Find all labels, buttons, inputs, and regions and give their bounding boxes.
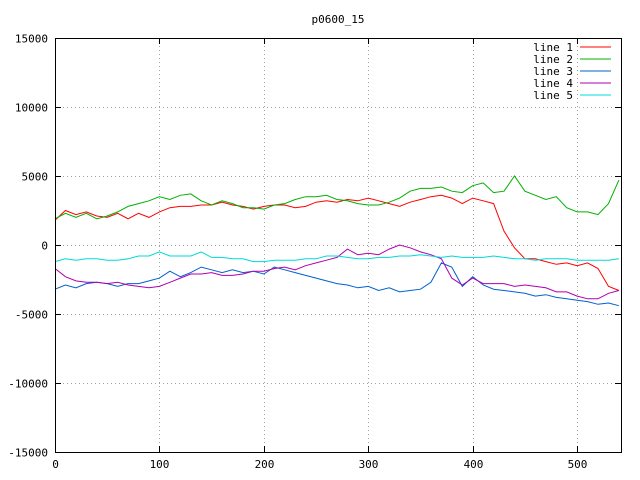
y-tick-label-5: 10000 xyxy=(15,102,48,115)
legend-label-5: line 5 xyxy=(533,89,573,102)
plot-series xyxy=(54,175,620,307)
x-tick-label-2: 200 xyxy=(255,458,275,471)
x-tick-label-4: 400 xyxy=(464,458,484,471)
grid xyxy=(55,38,621,452)
series-line-4 xyxy=(54,244,620,300)
axis-ticks: -15000 -10000 -5000 0 5000 10000 15000 0 100 200 3… xyxy=(8,33,621,471)
legend-label-4: line 4 xyxy=(533,77,573,90)
y-tick-label-3: 0 xyxy=(41,240,48,253)
y-tick-label-2: -5000 xyxy=(15,309,48,322)
legend-label-2: line 2 xyxy=(533,53,573,66)
y-tick-label-4: 5000 xyxy=(22,171,49,184)
y-tick-label-6: 15000 xyxy=(15,33,48,46)
x-tick-label-1: 100 xyxy=(150,458,170,471)
chart-title: p0600_15 xyxy=(312,13,365,26)
series-line-1 xyxy=(54,194,620,291)
series-line-2 xyxy=(54,175,620,220)
x-tick-label-3: 300 xyxy=(359,458,379,471)
legend-label-3: line 3 xyxy=(533,65,573,78)
y-tick-label-1: -10000 xyxy=(8,378,48,391)
legend-label-1: line 1 xyxy=(533,41,573,54)
y-tick-label-0: -15000 xyxy=(8,447,48,460)
series-line-3 xyxy=(54,262,620,307)
x-tick-label-0: 0 xyxy=(52,458,59,471)
x-tick-label-5: 500 xyxy=(568,458,588,471)
series-line-5 xyxy=(54,251,619,263)
